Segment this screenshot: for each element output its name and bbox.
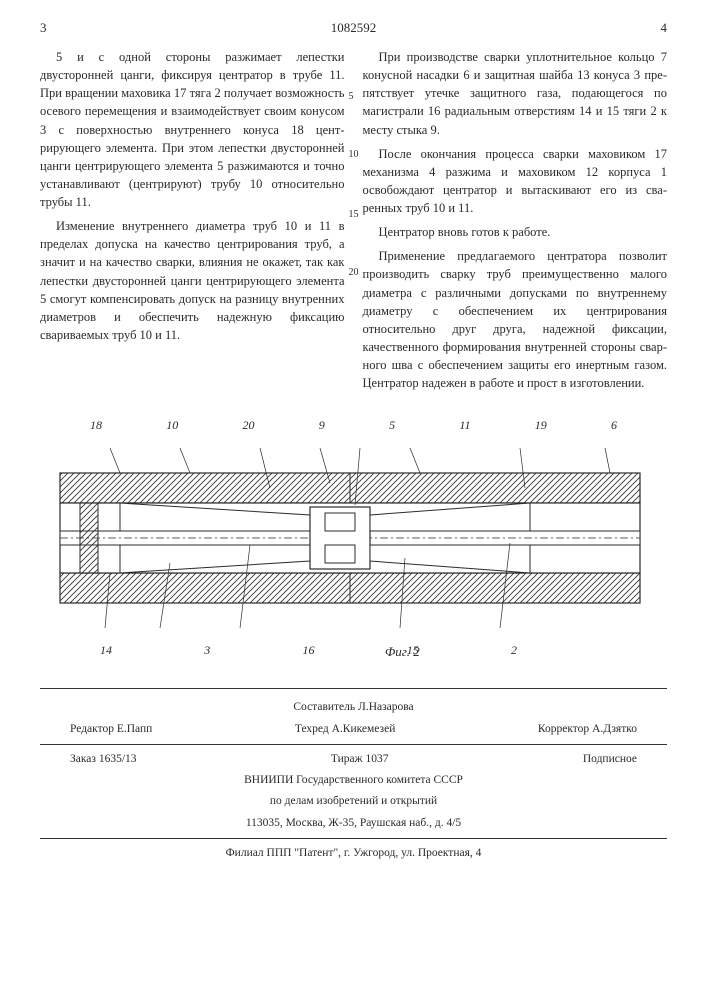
ref-label: 14 <box>100 643 112 658</box>
paragraph: Центратор вновь готов к работе. <box>363 223 668 241</box>
page-number-left: 3 <box>40 20 47 36</box>
ref-label: 18 <box>90 418 102 433</box>
corrector-label: Корректор <box>538 723 589 735</box>
paragraph: 5 и с одной стороны разжимает ле­пестки … <box>40 48 345 211</box>
order-label: Заказ <box>70 753 96 765</box>
org-line-2: по делам изобретений и открытий <box>40 793 667 810</box>
techred-name: А.Кикемезей <box>332 723 396 735</box>
ref-label: 2 <box>511 643 517 658</box>
right-column: 5 10 15 20 При производстве сварки уплот… <box>363 48 668 398</box>
paragraph: Изменение внутреннего диаметра труб 10 и… <box>40 217 345 344</box>
line-number: 10 <box>349 148 359 163</box>
ref-label: 20 <box>243 418 255 433</box>
line-number: 20 <box>349 266 359 281</box>
ref-label: 10 <box>166 418 178 433</box>
footer: Составитель Л.Назарова Редактор Е.Папп Т… <box>40 688 667 862</box>
ref-label: 19 <box>535 418 547 433</box>
techred-label: Техред <box>295 723 329 735</box>
order-number: 1635/13 <box>99 753 137 765</box>
branch-address: Филиал ППП "Патент", г. Ужгород, ул. Про… <box>40 845 667 862</box>
page-number-right: 4 <box>661 20 668 36</box>
text-columns: 5 и с одной стороны разжимает ле­пестки … <box>40 48 667 398</box>
tirage-label: Тираж <box>331 753 363 765</box>
line-number: 5 <box>349 90 354 105</box>
corrector-name: А.Дзятко <box>592 723 637 735</box>
figure-2: 18 10 20 9 5 11 19 6 <box>40 418 667 678</box>
paragraph: После окончания процесса сварки маховико… <box>363 145 668 218</box>
address-1: 113035, Москва, Ж-35, Раушская наб., д. … <box>40 815 667 832</box>
ref-label: 5 <box>389 418 395 433</box>
paragraph: Применение предлагаемого центрато­ра поз… <box>363 247 668 392</box>
compiler-label: Составитель <box>293 701 355 713</box>
figure-top-labels: 18 10 20 9 5 11 19 6 <box>90 418 617 433</box>
figure-bottom-labels: 14 3 16 15 2 <box>100 643 517 658</box>
left-column: 5 и с одной стороны разжимает ле­пестки … <box>40 48 345 398</box>
ref-label: 3 <box>204 643 210 658</box>
line-number: 15 <box>349 208 359 223</box>
ref-label: 9 <box>319 418 325 433</box>
ref-label: 6 <box>611 418 617 433</box>
editor-name: Е.Папп <box>117 723 152 735</box>
editor-label: Редактор <box>70 723 114 735</box>
figure-caption: Фиг. 2 <box>385 644 420 660</box>
org-line-1: ВНИИПИ Государственного комитета СССР <box>40 772 667 789</box>
ref-label: 11 <box>459 418 470 433</box>
tirage-value: 1037 <box>365 753 388 765</box>
paragraph: При производстве сварки уплотни­тельное … <box>363 48 668 139</box>
signed-label: Подписное <box>583 751 637 768</box>
patent-number: 1082592 <box>331 20 377 36</box>
figure-drawing <box>50 443 650 633</box>
ref-label: 16 <box>303 643 315 658</box>
compiler-name: Л.Назарова <box>358 701 414 713</box>
